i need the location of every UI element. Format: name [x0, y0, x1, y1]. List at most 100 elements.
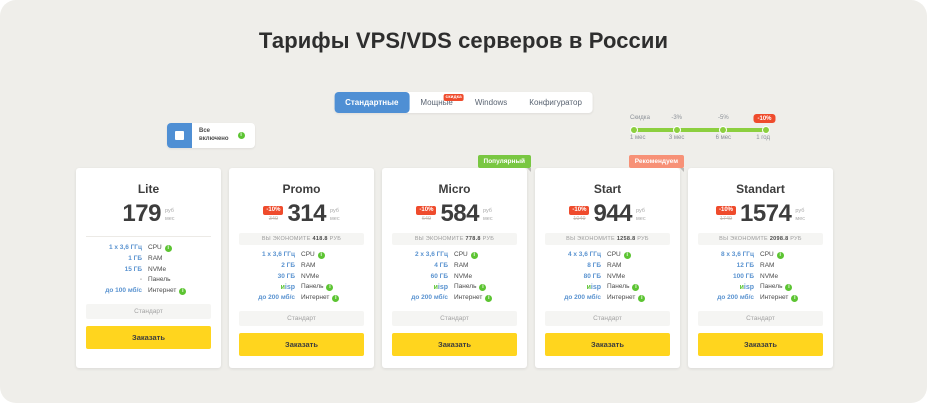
standard-pill[interactable]: Стандарт: [86, 303, 211, 319]
plan-ribbon: Рекомендуем: [628, 155, 685, 172]
price-value: 944: [593, 200, 632, 227]
spec-row-panel: - Панель: [86, 276, 211, 284]
spec-row-nvme: 100 ГБ NVMe: [698, 272, 823, 281]
card-divider: [86, 236, 211, 237]
spec-value-nvme: 15 ГБ: [124, 265, 142, 273]
discount-slider[interactable]: Скидка -3% -5% -10% 1 мес 3 мес 6 мес 1 год: [630, 114, 776, 145]
info-icon[interactable]: i: [179, 287, 187, 295]
spec-value-nvme: 60 ГБ: [430, 272, 448, 280]
spec-value-internet: до 100 мб/с: [105, 286, 142, 294]
spec-label-ram: RAM: [301, 262, 316, 269]
spec-list: 4 x 3,6 ГГц CPU i 8 ГБ RAM 80 ГБ NVMe иisp Панел…: [545, 252, 670, 302]
slider-knob-2[interactable]: [672, 126, 681, 134]
info-icon[interactable]: i: [470, 252, 478, 259]
price-unit: руб мес: [482, 208, 493, 222]
slider-discount-2: -3%: [671, 115, 682, 121]
slider-period-1: 1 мес: [630, 135, 646, 141]
tab-label: Мощные: [420, 98, 453, 107]
spec-value-ram: 2 ГБ: [281, 262, 295, 269]
spec-row-ram: 4 ГБ RAM: [392, 262, 517, 270]
tab-3[interactable]: Windows: [464, 92, 518, 113]
info-icon[interactable]: i: [638, 295, 646, 302]
tab-label: Стандартные: [345, 98, 399, 107]
info-icon[interactable]: i: [485, 295, 493, 302]
info-icon[interactable]: i: [332, 295, 340, 302]
info-icon[interactable]: i: [776, 252, 784, 259]
info-icon[interactable]: i: [623, 252, 631, 259]
spec-row-panel: иisp Панель i: [698, 284, 823, 291]
all-included-icon: [167, 123, 192, 148]
spec-value-internet: до 200 мб/с: [258, 294, 295, 302]
spec-row-panel: иisp Панель i: [239, 284, 364, 291]
tab-2[interactable]: Мощные скидка: [409, 92, 464, 113]
spec-value-panel: -: [139, 276, 142, 283]
spec-value-nvme: 100 ГБ: [732, 272, 754, 280]
spec-label-nvme: NVMe: [301, 272, 320, 280]
order-button[interactable]: Заказать: [698, 333, 823, 356]
slider-track[interactable]: [630, 126, 770, 134]
all-included-toggle[interactable]: Все включено i: [167, 123, 255, 148]
info-icon[interactable]: i: [326, 284, 334, 291]
spec-row-ram: 2 ГБ RAM: [239, 262, 364, 270]
order-button[interactable]: Заказать: [239, 333, 364, 356]
spec-row-ram: 8 ГБ RAM: [545, 262, 670, 270]
discount-block: -10% 349: [263, 205, 284, 222]
spec-list: 8 x 3,6 ГГц CPU i 12 ГБ RAM 100 ГБ NVMe иisp Пан…: [698, 252, 823, 302]
info-icon[interactable]: i: [237, 132, 245, 139]
tab-4[interactable]: Конфигуратор: [518, 92, 593, 113]
info-icon[interactable]: i: [317, 252, 325, 259]
standard-pill[interactable]: Стандарт: [392, 311, 517, 326]
spec-value-cpu: 2 x 3,6 ГГц: [414, 251, 448, 259]
spec-label-internet: Интернет i: [760, 295, 799, 302]
spec-list: 1 x 3,6 ГГц CPU i 2 ГБ RAM 30 ГБ NVMe иisp Панел…: [239, 252, 364, 302]
plan-ribbon: Популярный: [477, 155, 532, 172]
spec-label-panel: Панель i: [454, 284, 487, 291]
spec-row-cpu: 2 x 3,6 ГГц CPU i: [392, 252, 517, 259]
info-icon[interactable]: i: [791, 295, 799, 302]
tab-label: Windows: [474, 98, 508, 107]
spec-label-cpu: CPU i: [301, 252, 325, 259]
slider-knob-1[interactable]: [630, 126, 638, 134]
slider-discount-3: -5%: [717, 115, 729, 121]
slider-knob-3[interactable]: [719, 126, 728, 134]
standard-pill[interactable]: Стандарт: [545, 311, 670, 326]
info-icon[interactable]: i: [785, 284, 793, 291]
order-button[interactable]: Заказать: [545, 333, 670, 356]
plan-card-lite: Lite 179 руб мес 1 x 3,6 ГГц CPU i 1 ГБ RAM 15 ГБ…: [76, 168, 221, 368]
savings-banner: ВЫ ЭКОНОМИТЕ 778.8 РУБ: [392, 233, 517, 245]
spec-value-ram: 4 ГБ: [434, 262, 448, 269]
spec-row-ram: 12 ГБ RAM: [698, 262, 823, 270]
order-button[interactable]: Заказать: [392, 333, 517, 356]
discount-badge: -10%: [716, 205, 737, 216]
standard-pill[interactable]: Стандарт: [239, 311, 364, 326]
spec-label-cpu: CPU i: [607, 252, 631, 259]
plan-name: Standart: [736, 182, 785, 196]
old-price: 1049: [573, 216, 586, 223]
info-icon[interactable]: i: [479, 284, 487, 291]
spec-label-panel: Панель i: [607, 284, 640, 291]
standard-pill[interactable]: Стандарт: [698, 311, 823, 326]
spec-label-panel: Панель i: [760, 284, 793, 291]
info-icon[interactable]: i: [632, 284, 640, 291]
order-button[interactable]: Заказать: [86, 325, 211, 349]
price-value: 1574: [740, 200, 792, 227]
spec-label-ram: RAM: [760, 262, 775, 269]
spec-value-internet: до 200 мб/с: [411, 294, 448, 302]
spec-value-internet: до 200 мб/с: [717, 294, 754, 302]
slider-discount-labels: Скидка -3% -5% -10%: [630, 114, 776, 126]
spec-row-internet: до 200 мб/с Интернет i: [392, 295, 517, 302]
info-icon[interactable]: i: [164, 245, 172, 252]
plan-name: Start: [593, 182, 622, 196]
slider-knob-4[interactable]: [762, 126, 770, 134]
plan-card-start: Рекомендуем Start -10% 1049 944 руб мес ВЫ ЭКОН…: [535, 155, 685, 368]
spec-label-cpu: CPU i: [760, 252, 784, 259]
spec-label-panel: Панель: [148, 276, 171, 283]
tab-1[interactable]: Стандартные: [334, 92, 410, 113]
plan-card-promo: Promo -10% 349 314 руб мес ВЫ ЭКОНОМИТЕ 418.8 …: [229, 168, 374, 368]
spec-label-internet: Интернет i: [607, 295, 646, 302]
discount-badge: -10%: [416, 205, 437, 216]
spec-label-panel: Панель i: [301, 284, 334, 291]
tab-bar: Стандартные Мощные скидка Windows Конфигурат…: [334, 92, 593, 113]
price-unit: руб мес: [635, 208, 646, 222]
